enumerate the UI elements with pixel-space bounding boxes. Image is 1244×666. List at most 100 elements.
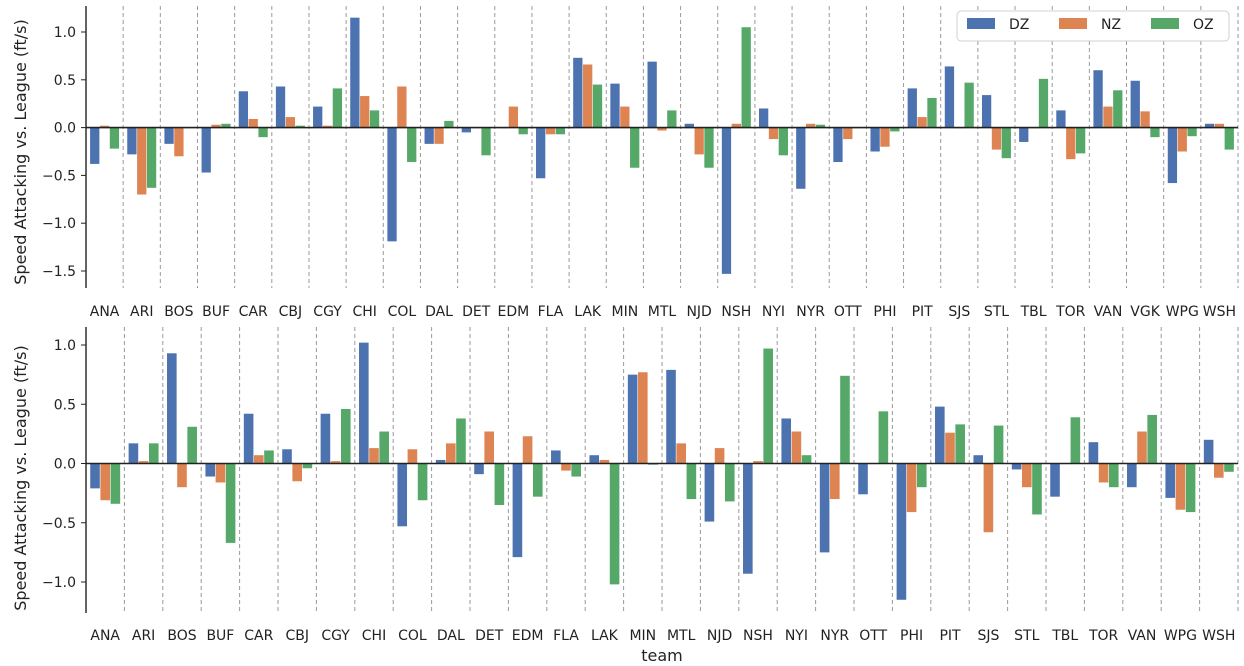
bar-nz-phi xyxy=(906,463,917,513)
bar-oz-fla xyxy=(571,463,581,477)
bar-oz-dal xyxy=(444,120,454,128)
bar-dz-vgk xyxy=(1130,80,1140,128)
x-tick-label: CAR xyxy=(239,304,268,320)
bar-oz-cbj xyxy=(295,125,305,128)
x-tick-label: DAL xyxy=(425,304,453,320)
x-tick-label: CHI xyxy=(362,628,386,644)
bar-dz-det xyxy=(474,463,484,475)
x-tick-label: DAL xyxy=(437,628,465,644)
bar-oz-nyi xyxy=(778,127,788,156)
bar-dz-nyi xyxy=(781,418,792,464)
bar-oz-min xyxy=(630,127,640,168)
x-tick-label: CBJ xyxy=(279,304,303,320)
bar-dz-njd xyxy=(704,463,715,522)
bar-oz-tbl xyxy=(1070,417,1081,464)
bar-dz-phi xyxy=(870,127,880,152)
x-tick-label: MTL xyxy=(667,628,696,644)
bar-nz-wpg xyxy=(1177,127,1187,152)
bar-nz-njd xyxy=(714,448,725,464)
bar-dz-cbj xyxy=(282,449,292,464)
x-tick-label: CGY xyxy=(313,304,342,320)
y-tick-label: −1.0 xyxy=(42,575,76,591)
bar-dz-cbj xyxy=(275,86,286,128)
bar-nz-ana xyxy=(100,463,110,501)
x-tick-label: ARI xyxy=(132,628,155,644)
bar-dz-car xyxy=(243,413,254,464)
bar-oz-pit xyxy=(955,424,965,464)
x-tick-label: STL xyxy=(984,304,1009,320)
y-axis-title: Speed Attacking vs. League (ft/s) xyxy=(11,19,30,284)
bar-dz-buf xyxy=(201,127,211,173)
x-tick-label: EDM xyxy=(497,304,529,320)
chart-panel-1: −1.5 −1.0 −0.5 0.0 0.5 1.0 ANA ARI BOS BUF CAR CBJ C… xyxy=(11,6,1239,320)
x-tick-label: ARI xyxy=(130,304,153,320)
y-tick-label: 0.5 xyxy=(54,73,76,89)
bar-dz-nyr xyxy=(819,463,830,553)
bar-dz-nsh xyxy=(743,463,753,574)
legend-swatch-dz xyxy=(967,18,995,29)
bar-nz-pit xyxy=(945,432,955,464)
bar-nz-min xyxy=(620,106,630,128)
bar-dz-fla xyxy=(551,450,561,464)
x-tick-label: NJD xyxy=(707,628,732,644)
bar-dz-stl xyxy=(981,95,992,128)
legend-label-dz: DZ xyxy=(1009,17,1029,33)
y-tick-label: 1.0 xyxy=(54,25,76,41)
bar-nz-chi xyxy=(360,96,370,128)
bar-dz-pit xyxy=(907,88,917,128)
bar-nz-van xyxy=(1137,431,1147,464)
x-tick-label: PHI xyxy=(873,304,896,320)
bar-dz-nyi xyxy=(758,108,769,128)
x-tick-label: STL xyxy=(1014,628,1039,644)
bar-nz-det xyxy=(484,431,494,464)
x-tick-label: TBL xyxy=(1051,628,1078,644)
bar-nz-ott xyxy=(843,127,853,140)
bar-oz-col xyxy=(417,463,428,501)
x-tick-label: SJS xyxy=(948,304,970,320)
bar-oz-cbj xyxy=(302,463,313,469)
bar-nz-cgy xyxy=(322,125,333,128)
y-tick-label: −1.5 xyxy=(42,264,76,280)
y-tick-label: 0.0 xyxy=(54,457,76,473)
legend-label-oz: OZ xyxy=(1193,17,1214,33)
bar-nz-dal xyxy=(446,443,456,464)
legend-label-nz: NZ xyxy=(1101,17,1121,33)
bar-nz-van xyxy=(1103,106,1113,128)
x-tick-label: PIT xyxy=(939,628,961,644)
bar-oz-ott xyxy=(878,411,889,464)
bar-dz-bos xyxy=(164,127,174,144)
bar-nz-mtl xyxy=(657,127,667,131)
x-tick-label: BOS xyxy=(164,304,193,320)
x-tick-label: CHI xyxy=(352,304,376,320)
bar-dz-ana xyxy=(90,127,100,164)
bar-oz-buf xyxy=(221,123,231,128)
bar-dz-wpg xyxy=(1167,127,1178,184)
bar-nz-wsh xyxy=(1214,463,1224,478)
bar-dz-dal xyxy=(424,127,434,144)
x-tick-label: SJS xyxy=(977,628,999,644)
bar-oz-col xyxy=(407,127,417,163)
x-tick-label: MIN xyxy=(611,304,638,320)
bar-dz-nyr xyxy=(796,127,806,189)
bar-dz-van xyxy=(1093,70,1103,128)
bar-dz-sjs xyxy=(944,66,955,128)
bar-nz-fla xyxy=(545,127,556,135)
x-axis-title: team xyxy=(641,646,683,665)
bar-nz-nyi xyxy=(768,127,779,140)
bar-dz-tor xyxy=(1088,442,1099,464)
x-tick-label: NYI xyxy=(762,304,785,320)
bar-nz-col xyxy=(397,86,407,128)
bar-oz-wpg xyxy=(1185,463,1196,513)
bar-nz-chi xyxy=(369,448,379,464)
legend-swatch-nz xyxy=(1059,18,1087,29)
bar-dz-phi xyxy=(896,463,907,600)
x-tick-label: OTT xyxy=(834,304,862,320)
bar-dz-ott xyxy=(833,127,843,163)
bar-dz-mtl xyxy=(647,61,657,128)
bar-nz-sjs xyxy=(983,463,994,533)
x-tick-label: DET xyxy=(475,628,504,644)
x-tick-label: COL xyxy=(398,628,427,644)
bar-oz-edm xyxy=(532,463,543,497)
x-tick-label: WPG xyxy=(1166,304,1199,320)
